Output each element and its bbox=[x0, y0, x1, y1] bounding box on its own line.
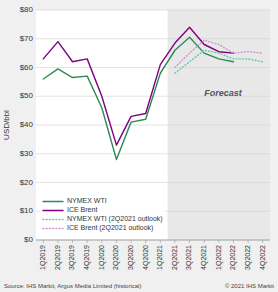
y-tick-label: $30 bbox=[20, 149, 34, 158]
legend-swatch bbox=[43, 219, 63, 220]
x-axis-line bbox=[36, 240, 270, 241]
x-tick bbox=[248, 240, 249, 243]
legend-swatch bbox=[43, 228, 63, 229]
x-tick bbox=[204, 240, 205, 243]
y-tick-label: $50 bbox=[20, 91, 34, 100]
x-tick-label: 2Q2020 bbox=[112, 245, 120, 270]
x-tick-label: 4Q2021 bbox=[200, 245, 208, 270]
grid-line bbox=[36, 38, 270, 39]
x-tick-label: 2Q2022 bbox=[229, 245, 237, 270]
background bbox=[0, 0, 278, 292]
legend-label: NYMEX WTI (2Q2021 outlook) bbox=[67, 215, 163, 223]
legend-swatch bbox=[43, 210, 63, 211]
x-tick bbox=[218, 240, 219, 243]
series-line bbox=[43, 37, 233, 159]
x-tick bbox=[160, 240, 161, 243]
x-tick bbox=[145, 240, 146, 243]
source-text: Source: IHS Markit, Argus Media Limited … bbox=[4, 283, 141, 289]
x-tick bbox=[72, 240, 73, 243]
grid-line bbox=[36, 67, 270, 68]
grid-line bbox=[36, 153, 270, 154]
x-tick bbox=[101, 240, 102, 243]
x-tick-label: 1Q2021 bbox=[156, 245, 164, 270]
x-tick-label: 1Q2020 bbox=[98, 245, 106, 270]
grid-line bbox=[36, 10, 270, 11]
y-tick-label: $0 bbox=[24, 235, 33, 244]
y-tick-label: $40 bbox=[20, 120, 34, 129]
legend: NYMEX WTI ICE Brent NYMEX WTI (2Q2021 outl… bbox=[40, 194, 166, 236]
y-tick-label: $20 bbox=[20, 178, 34, 187]
plot-area bbox=[36, 10, 270, 240]
x-tick bbox=[87, 240, 88, 243]
legend-label: NYMEX WTI bbox=[67, 197, 107, 204]
y-tick-label: $10 bbox=[20, 206, 34, 215]
x-tick bbox=[116, 240, 117, 243]
x-tick bbox=[262, 240, 263, 243]
copyright-text: © 2021 IHS Markit bbox=[225, 283, 274, 289]
x-tick-label: 4Q2019 bbox=[83, 245, 91, 270]
x-tick-label: 2Q2019 bbox=[54, 245, 62, 270]
x-tick-label: 3Q2022 bbox=[244, 245, 252, 270]
x-tick-label: 1Q2019 bbox=[39, 245, 47, 270]
annotation: Forecast bbox=[204, 88, 243, 98]
series-line bbox=[43, 27, 233, 145]
x-tick bbox=[189, 240, 190, 243]
grid-line bbox=[36, 182, 270, 183]
series-line bbox=[175, 40, 263, 67]
x-tick bbox=[131, 240, 132, 243]
y-tick-label: $60 bbox=[20, 63, 34, 72]
legend-label: ICE Brent (2Q2021 outlook) bbox=[67, 224, 153, 232]
y-axis-label: USD/bbl bbox=[2, 110, 11, 140]
x-tick bbox=[233, 240, 234, 243]
x-tick bbox=[57, 240, 58, 243]
x-tick bbox=[174, 240, 175, 243]
y-tick-label: $70 bbox=[20, 34, 34, 43]
x-tick bbox=[43, 240, 44, 243]
x-tick-label: 1Q2022 bbox=[215, 245, 223, 270]
chart: $0 $10 $20 $30 $40 $50 $60 $70 $80 USD/bbl 1Q2019 2… bbox=[0, 0, 278, 292]
legend-label: ICE Brent bbox=[67, 206, 97, 213]
x-tick-label: 3Q2020 bbox=[127, 245, 135, 270]
grid-line bbox=[36, 125, 270, 126]
y-tick-label: $80 bbox=[20, 5, 34, 14]
x-tick-label: 2Q2021 bbox=[171, 245, 179, 270]
x-tick-label: 3Q2021 bbox=[185, 245, 193, 270]
legend-background bbox=[40, 194, 166, 236]
x-tick-label: 4Q2022 bbox=[259, 245, 267, 270]
grid-line bbox=[36, 240, 270, 241]
legend-swatch bbox=[43, 201, 63, 202]
x-tick-label: 3Q2019 bbox=[68, 245, 76, 270]
series-group bbox=[43, 27, 262, 159]
x-tick-label: 4Q2020 bbox=[142, 245, 150, 270]
